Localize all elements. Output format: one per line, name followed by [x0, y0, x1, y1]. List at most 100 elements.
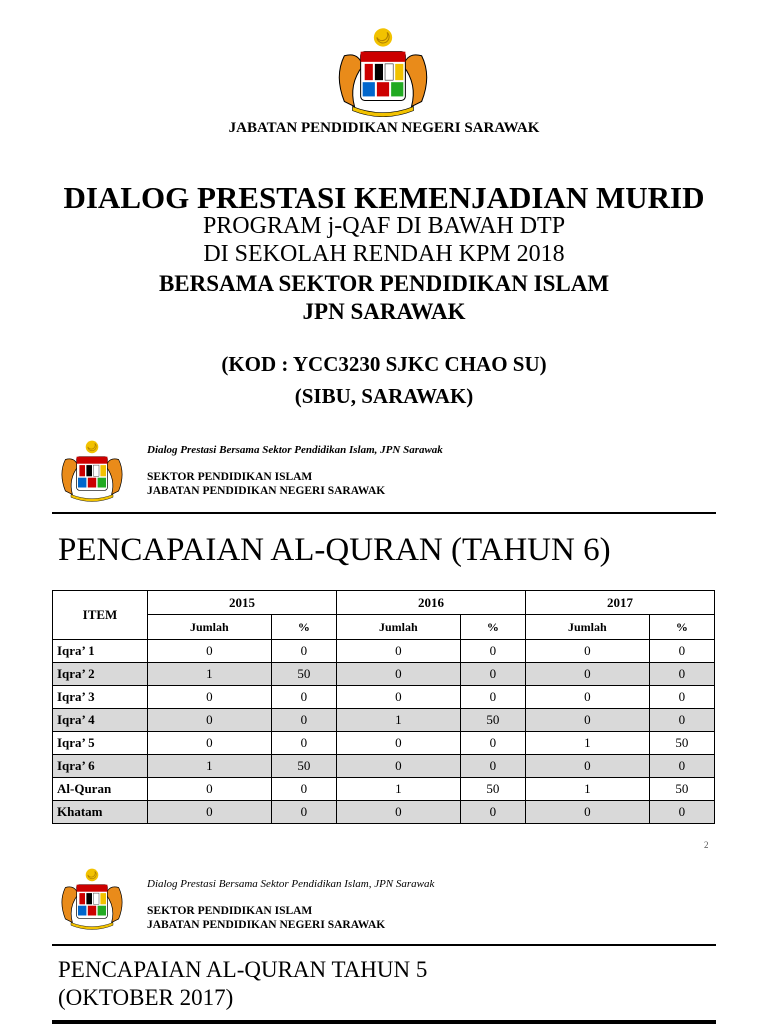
divider [52, 1020, 716, 1024]
program-line: DI SEKOLAH RENDAH KPM 2018 [203, 241, 565, 267]
section-title: PENCAPAIAN AL-QURAN TAHUN 5 [58, 957, 428, 982]
school-line: (SIBU, SARAWAK) [294, 384, 474, 408]
item-cell: Iqra’ 6 [52, 754, 148, 778]
results-table: ITEM 2015 2016 2017 Jumlah% Jumlah% Jumlah% Iqr… [52, 590, 716, 824]
value-cell: 0 [147, 777, 272, 801]
value-cell: 1 [524, 731, 650, 755]
section-title: (OKTOBER 2017) [58, 985, 234, 1010]
crest-logo [50, 866, 134, 930]
value-cell: 0 [270, 800, 337, 824]
divider [52, 512, 716, 514]
sub-header: % [270, 614, 337, 640]
value-cell: 0 [335, 731, 461, 755]
value-cell: 0 [648, 708, 716, 732]
value-cell: 0 [459, 731, 526, 755]
sub-header: Jumlah [147, 614, 272, 640]
item-cell: Al-Quran [52, 777, 148, 801]
sub-header: Jumlah [524, 614, 650, 640]
value-cell: 0 [335, 639, 461, 663]
value-cell: 0 [459, 754, 526, 778]
value-cell: 50 [648, 731, 716, 755]
value-cell: 1 [147, 754, 272, 778]
value-cell: 0 [648, 800, 716, 824]
value-cell: 0 [648, 754, 716, 778]
title: DIALOG PRESTASI KEMENJADIAN MURID [63, 180, 705, 215]
value-cell: 0 [147, 708, 272, 732]
data-row: Iqra’ 4 0 0 1 50 0 0 [52, 708, 716, 732]
department: JABATAN PENDIDIKAN NEGERI SARAWAK [228, 120, 540, 136]
crest-logo [322, 25, 444, 117]
school-line: (KOD : YCC3230 SJKC CHAO SU) [221, 352, 547, 376]
value-cell: 0 [648, 662, 716, 686]
data-row: Iqra’ 2 1 50 0 0 0 0 [52, 662, 716, 686]
value-cell: 0 [459, 800, 526, 824]
org-line: JABATAN PENDIDIKAN NEGERI SARAWAK [147, 919, 386, 931]
value-cell: 0 [335, 662, 461, 686]
data-row: Khatam 0 0 0 0 0 0 [52, 800, 716, 824]
value-cell: 50 [648, 777, 716, 801]
value-cell: 0 [524, 639, 650, 663]
value-cell: 0 [147, 639, 272, 663]
item-cell: Iqra’ 5 [52, 731, 148, 755]
value-cell: 0 [524, 708, 650, 732]
value-cell: 1 [335, 777, 461, 801]
value-cell: 0 [648, 685, 716, 709]
value-cell: 0 [524, 685, 650, 709]
header-subtitle: Dialog Prestasi Bersama Sektor Pendidika… [147, 878, 435, 890]
org-line: SEKTOR PENDIDIKAN ISLAM [147, 905, 313, 917]
value-cell: 1 [147, 662, 272, 686]
sub-header: Jumlah [335, 614, 461, 640]
value-cell: 0 [270, 639, 337, 663]
item-header: ITEM [52, 590, 148, 640]
value-cell: 50 [459, 708, 526, 732]
section-title: PENCAPAIAN AL-QURAN (TAHUN 6) [58, 532, 611, 568]
value-cell: 0 [335, 685, 461, 709]
crest-logo [50, 438, 134, 502]
value-cell: 0 [335, 800, 461, 824]
partner-line: JPN SARAWAK [302, 299, 466, 324]
value-cell: 1 [335, 708, 461, 732]
program-line: PROGRAM j-QAF DI BAWAH DTP [202, 213, 566, 239]
value-cell: 0 [147, 731, 272, 755]
value-cell: 0 [524, 662, 650, 686]
value-cell: 0 [459, 685, 526, 709]
value-cell: 0 [648, 639, 716, 663]
value-cell: 50 [270, 754, 337, 778]
header-subtitle: Dialog Prestasi Bersama Sektor Pendidika… [147, 444, 443, 456]
sub-header: % [459, 614, 526, 640]
sub-header: % [648, 614, 716, 640]
value-cell: 0 [524, 800, 650, 824]
data-row: Iqra’ 5 0 0 0 0 1 50 [52, 731, 716, 755]
item-cell: Iqra’ 2 [52, 662, 148, 686]
value-cell: 0 [270, 685, 337, 709]
value-cell: 0 [459, 662, 526, 686]
year-header: 2016 [335, 590, 526, 615]
value-cell: 50 [459, 777, 526, 801]
divider [52, 944, 716, 946]
header-row: ITEM 2015 2016 2017 [52, 590, 716, 640]
subheader-row: Jumlah% Jumlah% Jumlah% [53, 614, 716, 640]
org-line: SEKTOR PENDIDIKAN ISLAM [147, 471, 313, 483]
value-cell: 0 [270, 708, 337, 732]
year-header: 2017 [524, 590, 716, 615]
value-cell: 0 [335, 754, 461, 778]
value-cell: 0 [270, 731, 337, 755]
org-line: JABATAN PENDIDIKAN NEGERI SARAWAK [147, 485, 386, 497]
item-cell: Iqra’ 3 [52, 685, 148, 709]
item-cell: Iqra’ 1 [52, 639, 148, 663]
item-cell: Iqra’ 4 [52, 708, 148, 732]
value-cell: 0 [270, 777, 337, 801]
partner-line: BERSAMA SEKTOR PENDIDIKAN ISLAM [158, 271, 610, 296]
data-row: Iqra’ 6 1 50 0 0 0 0 [52, 754, 716, 778]
value-cell: 0 [524, 754, 650, 778]
value-cell: 1 [524, 777, 650, 801]
item-cell: Khatam [52, 800, 148, 824]
year-header: 2015 [147, 590, 337, 615]
data-row: Al-Quran 0 0 1 50 1 50 [52, 777, 716, 801]
value-cell: 0 [147, 800, 272, 824]
value-cell: 0 [147, 685, 272, 709]
page-number: 2 [704, 840, 709, 850]
